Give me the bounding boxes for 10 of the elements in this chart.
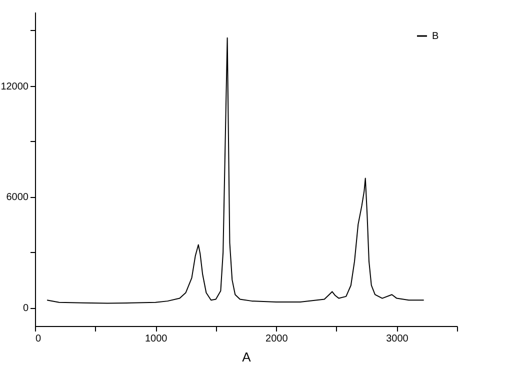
y-tick-label: 12000 <box>0 81 29 92</box>
y-tick-label: 0 <box>22 303 29 314</box>
x-tick-label: 1000 <box>144 334 168 344</box>
x-tick-label: 2000 <box>266 334 288 344</box>
x-tick-label: 0 <box>36 334 42 344</box>
x-tick-label: 3000 <box>386 334 409 344</box>
y-tick-label: 6000 <box>6 192 29 204</box>
x-axis-title: A <box>242 350 252 364</box>
line-series <box>46 37 424 304</box>
legend-label: B <box>432 31 439 42</box>
